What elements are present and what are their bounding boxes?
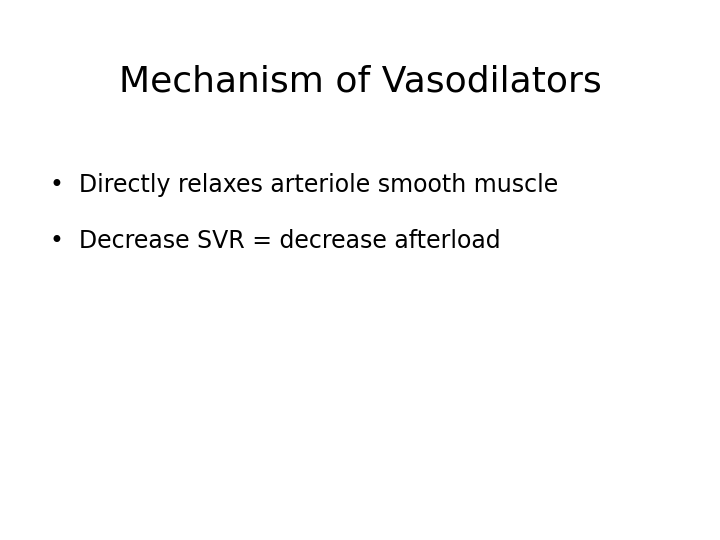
Text: •  Directly relaxes arteriole smooth muscle: • Directly relaxes arteriole smooth musc… bbox=[50, 173, 559, 197]
Text: •  Decrease SVR = decrease afterload: • Decrease SVR = decrease afterload bbox=[50, 230, 501, 253]
Text: Mechanism of Vasodilators: Mechanism of Vasodilators bbox=[119, 65, 601, 99]
